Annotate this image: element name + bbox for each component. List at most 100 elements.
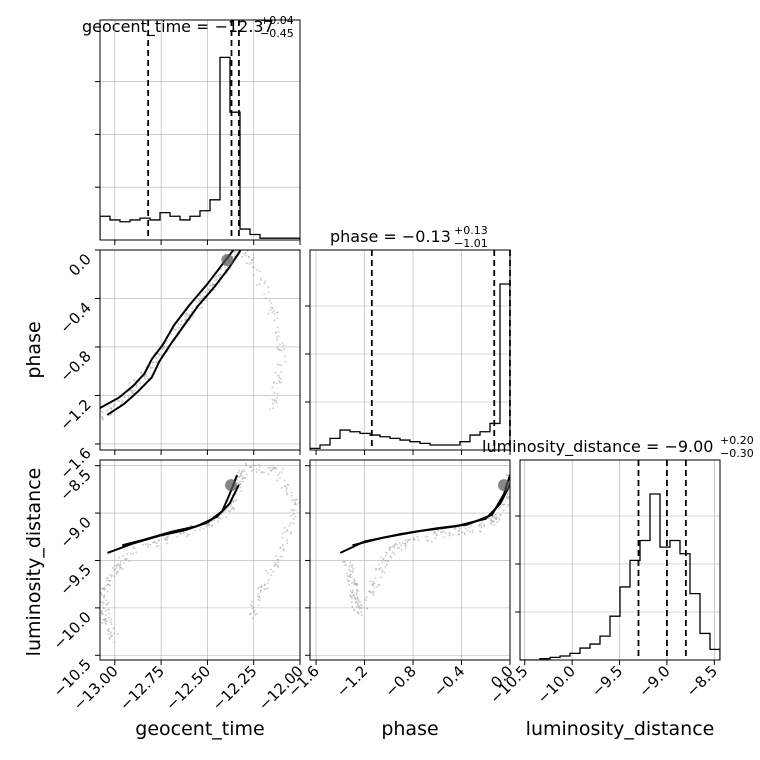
sample-point: [188, 313, 191, 316]
sample-point: [413, 536, 415, 539]
sample-point: [262, 471, 265, 474]
sample-point: [490, 518, 493, 521]
sample-point: [271, 311, 274, 314]
sample-point: [290, 531, 292, 534]
sample-point: [382, 558, 385, 561]
sample-point: [239, 486, 242, 489]
sample-point: [109, 407, 112, 410]
sample-point: [147, 377, 149, 380]
sample-point: [291, 509, 294, 512]
sample-point: [176, 536, 179, 538]
sample-point: [286, 542, 288, 544]
density-peak: [498, 479, 510, 492]
sample-point: [281, 555, 284, 558]
grid-2d-geocent-time-phase: [100, 249, 301, 450]
sample-point: [113, 568, 116, 571]
sample-point: [126, 553, 129, 555]
sample-point: [441, 531, 444, 534]
sample-point: [274, 371, 277, 374]
sample-point: [140, 371, 143, 374]
sample-point: [132, 552, 134, 555]
sample-point: [378, 563, 380, 566]
sample-point: [252, 469, 255, 471]
sample-point: [222, 511, 225, 514]
sample-point: [290, 508, 293, 511]
ticks-2d-geocent-time-phase: −1.6−1.2−0.8−0.40.0: [56, 249, 301, 483]
sample-point: [108, 612, 111, 615]
sample-point: [506, 505, 509, 508]
sample-point: [356, 597, 359, 600]
xlabel-phase: phase: [381, 718, 438, 740]
sample-point: [278, 472, 281, 475]
sample-point: [253, 610, 256, 613]
sample-point: [285, 493, 288, 496]
sample-point: [401, 542, 404, 545]
sample-point: [106, 590, 109, 593]
sample-point: [355, 592, 358, 594]
sample-point: [188, 533, 190, 536]
sample-point: [108, 638, 111, 641]
sample-point: [166, 542, 168, 545]
sample-point: [263, 588, 266, 591]
sample-point: [375, 568, 377, 571]
y-tick-label: 0.0: [65, 250, 95, 280]
x-tick-label: −12.25: [209, 662, 261, 714]
sample-point: [378, 568, 381, 571]
xlabel-geocent-time: geocent_time: [135, 718, 264, 740]
sample-point: [202, 295, 205, 298]
sample-point: [268, 408, 271, 411]
sample-point: [424, 536, 427, 538]
sample-point: [106, 579, 108, 582]
sample-point: [179, 324, 182, 326]
sample-point: [357, 599, 360, 602]
sample-point: [281, 471, 284, 473]
sample-point: [227, 509, 230, 512]
sample-point: [267, 579, 270, 581]
sample-point: [273, 565, 276, 568]
sample-point: [271, 398, 274, 401]
sample-point: [272, 402, 274, 405]
sample-point: [281, 467, 284, 470]
panel-2d-phase-luminosity-distance: −1.6 −1.2 −0.8 −0.4 0.0: [284, 459, 517, 701]
sample-point: [166, 538, 169, 541]
histogram-phase: [310, 283, 510, 450]
sample-point: [269, 309, 272, 311]
sample-point: [199, 298, 202, 301]
contour-line: [106, 250, 242, 416]
sample-point: [204, 291, 207, 293]
sample-point: [470, 524, 472, 527]
sample-point: [219, 274, 222, 276]
sample-point: [506, 474, 508, 477]
sample-point: [506, 496, 509, 499]
sample-point: [127, 396, 130, 398]
sample-point: [360, 611, 363, 613]
sample-point: [256, 269, 259, 271]
sample-point: [267, 312, 270, 315]
sample-point: [383, 571, 386, 574]
sample-point: [290, 491, 293, 494]
contour-line: [100, 250, 235, 410]
sample-point: [199, 294, 202, 297]
sample-point: [166, 340, 168, 343]
sample-point: [123, 562, 125, 564]
sample-point: [357, 612, 360, 615]
sample-point: [277, 474, 280, 477]
sample-point: [511, 490, 513, 492]
sample-point: [490, 519, 493, 522]
sample-point: [407, 539, 410, 542]
sample-point: [265, 569, 268, 572]
sample-point: [280, 381, 283, 384]
sample-point: [155, 360, 157, 363]
sample-point: [354, 598, 357, 601]
sample-point: [225, 516, 228, 519]
y-tick-label: −1.2: [56, 396, 94, 434]
sample-point: [182, 531, 185, 534]
sample-point: [381, 571, 383, 573]
sample-point: [155, 356, 158, 359]
sample-point: [273, 399, 276, 402]
sample-point: [113, 575, 115, 578]
sample-point: [355, 584, 358, 586]
sample-point: [360, 604, 363, 607]
sample-point: [102, 418, 105, 421]
panel-hist-geocent-time: [95, 19, 301, 245]
